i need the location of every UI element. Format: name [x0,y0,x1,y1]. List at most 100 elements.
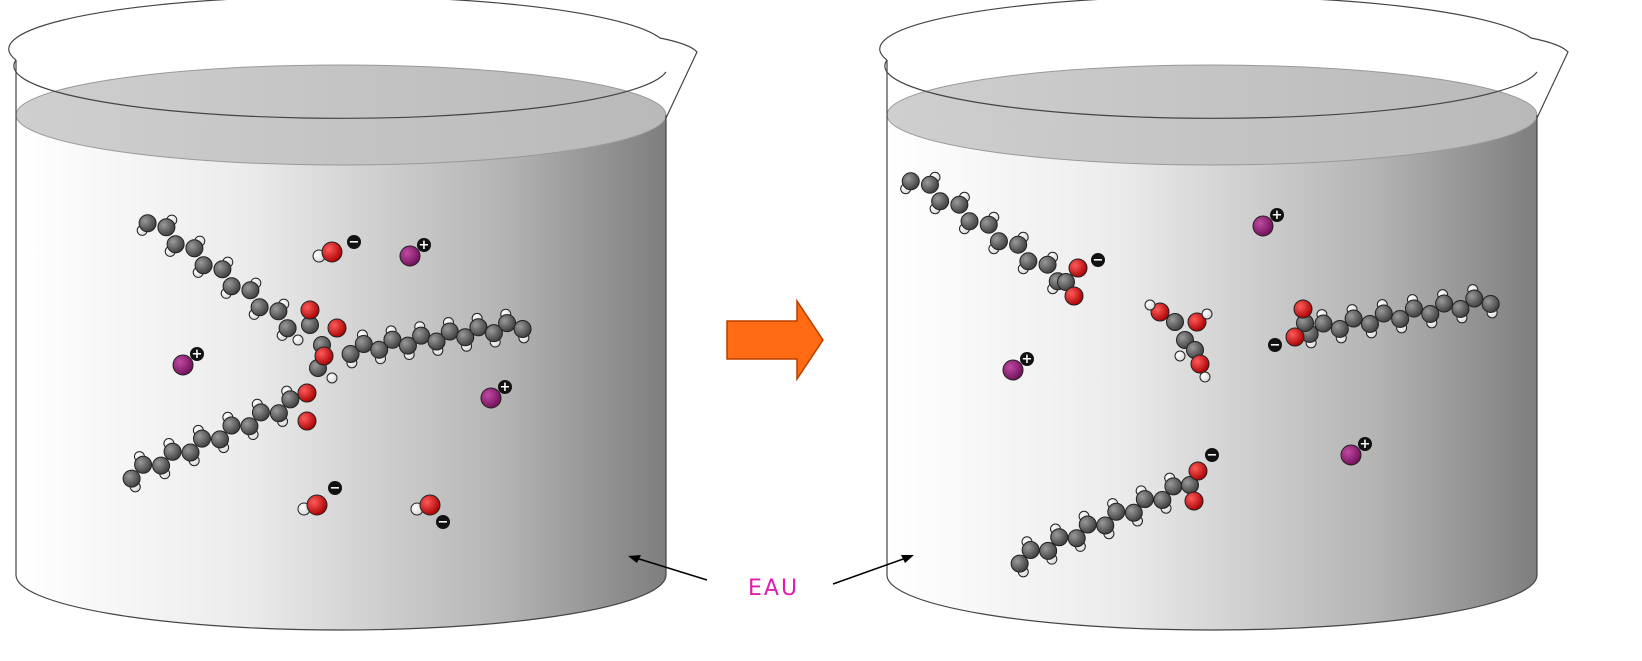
charge-badge [1358,437,1372,451]
charge-sign: + [192,347,203,362]
carbon-atom [1360,314,1379,333]
beaker-right-wall [886,60,1538,631]
hydrogen-atom [1174,350,1186,362]
negative-charge: − [347,235,361,250]
charge-badge [1268,338,1282,352]
carbon-atom [213,260,232,279]
carbon-atom [163,442,182,461]
pointer-arrow-left [628,555,708,581]
sodium-ion-icon: + [480,380,512,409]
carbon-atom [354,334,373,353]
positive-charge: + [498,380,512,395]
carboxylate-head: − [1181,448,1219,511]
water-label: EAU [748,576,799,601]
sodium-ion-icon: + [1340,437,1372,466]
charge-sign: + [419,238,430,253]
molecules-right: − − − + + + [900,171,1500,578]
hydroxide-ion-icon: − [410,494,450,530]
glycerol-molecule [1144,299,1213,383]
carbon-atom [960,212,979,231]
beaker-right-rim-back [884,59,1538,119]
carbon-atom [250,298,269,317]
oxygen-atom [1190,354,1210,374]
hydrogen-atom [326,372,338,384]
carbon-atom [1107,502,1126,521]
carbon-atom [222,277,241,296]
carbon-atom [1078,515,1097,534]
carbon-atom [398,336,417,355]
beaker-right-rim [879,0,1569,119]
cation-atom [399,245,421,267]
carbon-atom [138,214,157,233]
charge-badge [417,238,431,252]
beaker-left: + + + − − − [8,0,698,631]
fatty-acid-chain [122,385,300,493]
carbon-atom [370,340,389,359]
oxygen-atom [1068,258,1088,278]
oxygen-atom [297,411,317,431]
charge-sign: − [1270,338,1281,353]
carbon-atom [1421,304,1440,323]
carbon-atom [210,430,229,449]
carbon-atom [181,443,200,462]
carbon-atom [1009,235,1028,254]
charge-badge [347,235,361,249]
beaker-left-surface [15,64,667,166]
carbon-atom [269,302,288,321]
carbon-atom [134,455,153,474]
beaker-right-water [887,115,1537,630]
carbon-atom [251,403,270,422]
fatty-acid-chain [1300,284,1500,349]
carbon-atom [1451,299,1470,318]
carbon-atom [456,328,475,347]
carbon-atom [1096,516,1115,535]
carbon-atom [920,175,939,194]
beaker-right-surface [886,64,1538,166]
carbon-atom [122,469,141,488]
carbon-atom [269,404,288,423]
carbon-atom [1344,309,1363,328]
carbon-atom [931,192,950,211]
charge-sign: − [330,481,341,496]
oxygen-atom [327,318,347,338]
sodium-ion-icon: + [172,347,204,376]
carbon-atom [166,235,185,254]
charge-sign: + [1272,208,1283,223]
oxygen-atom [1064,286,1084,306]
positive-charge: + [417,238,431,253]
carbon-atom [1374,304,1393,323]
beaker-right: − − − + + + [879,0,1569,631]
carbon-atom [1164,477,1183,496]
carbon-atom [484,324,503,343]
pointer-arrow-right [832,555,914,585]
hydrogen-atom [1201,308,1213,320]
oxygen-atom [1187,312,1207,332]
carbon-atom [440,322,459,341]
carbon-atom [240,417,259,436]
negative-charge: − [436,515,450,530]
charge-sign: + [1022,352,1033,367]
positive-charge: + [1358,437,1372,452]
cation-atom [1002,359,1024,381]
carbon-atom [383,330,402,349]
hydrogen-atom [292,334,304,346]
carbon-atom [498,314,517,333]
carbon-atom [1038,255,1057,274]
charge-badge [498,380,512,394]
right-arrow-icon [726,298,824,382]
oxygen-atom [297,383,317,403]
carbon-atom [513,319,532,338]
charge-badge [1205,448,1219,462]
hydrogen-atom [1199,371,1211,383]
carbon-atom [901,172,920,191]
carbon-atom [241,281,260,300]
carbon-atom [979,215,998,234]
molecules-left: + + + − − − [122,214,532,530]
carbon-atom [1404,299,1423,318]
cation-atom [172,354,194,376]
carbon-atom [1391,309,1410,328]
carbon-atom [1314,314,1333,333]
carbon-atom [950,195,969,214]
carbon-atom [427,332,446,351]
